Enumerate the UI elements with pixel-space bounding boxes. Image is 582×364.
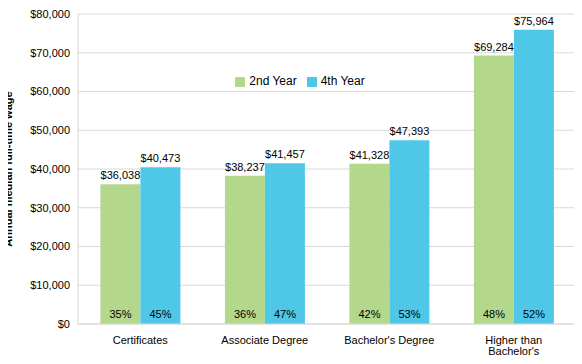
svg-text:$60,000: $60,000 [30, 85, 70, 97]
svg-text:$40,000: $40,000 [30, 163, 70, 175]
svg-text:$41,328: $41,328 [350, 149, 390, 161]
svg-text:48%: 48% [483, 308, 505, 320]
svg-text:$30,000: $30,000 [30, 202, 70, 214]
svg-text:$47,393: $47,393 [390, 125, 430, 137]
svg-text:$80,000: $80,000 [30, 8, 70, 20]
svg-text:$10,000: $10,000 [30, 279, 70, 291]
svg-text:Higher thanBachelor'sDegrees: Higher thanBachelor'sDegrees [485, 334, 542, 356]
svg-text:$69,284: $69,284 [474, 41, 514, 53]
svg-text:$36,038: $36,038 [101, 169, 141, 181]
svg-text:47%: 47% [274, 308, 296, 320]
svg-text:$70,000: $70,000 [30, 47, 70, 59]
svg-text:52%: 52% [523, 308, 545, 320]
svg-text:Annual median full-time wage: Annual median full-time wage [8, 91, 14, 246]
svg-text:45%: 45% [149, 308, 171, 320]
html-text:4th Year: 4th Year [320, 74, 365, 88]
svg-text:$75,964: $75,964 [514, 15, 554, 27]
svg-text:Associate Degree: Associate Degree [221, 334, 308, 346]
svg-text:$0: $0 [58, 318, 70, 330]
svg-text:Certificates: Certificates [113, 334, 169, 346]
svg-text:$40,473: $40,473 [141, 152, 181, 164]
svg-text:42%: 42% [358, 308, 380, 320]
svg-text:36%: 36% [234, 308, 256, 320]
svg-text:Bachelor's Degree: Bachelor's Degree [344, 334, 434, 346]
svg-text:$41,457: $41,457 [265, 148, 305, 160]
html-text:2nd Year: 2nd Year [249, 74, 297, 88]
svg-text:$50,000: $50,000 [30, 124, 70, 136]
svg-text:$20,000: $20,000 [30, 240, 70, 252]
svg-text:35%: 35% [109, 308, 131, 320]
svg-text:$38,237: $38,237 [225, 161, 265, 173]
svg-text:53%: 53% [398, 308, 420, 320]
